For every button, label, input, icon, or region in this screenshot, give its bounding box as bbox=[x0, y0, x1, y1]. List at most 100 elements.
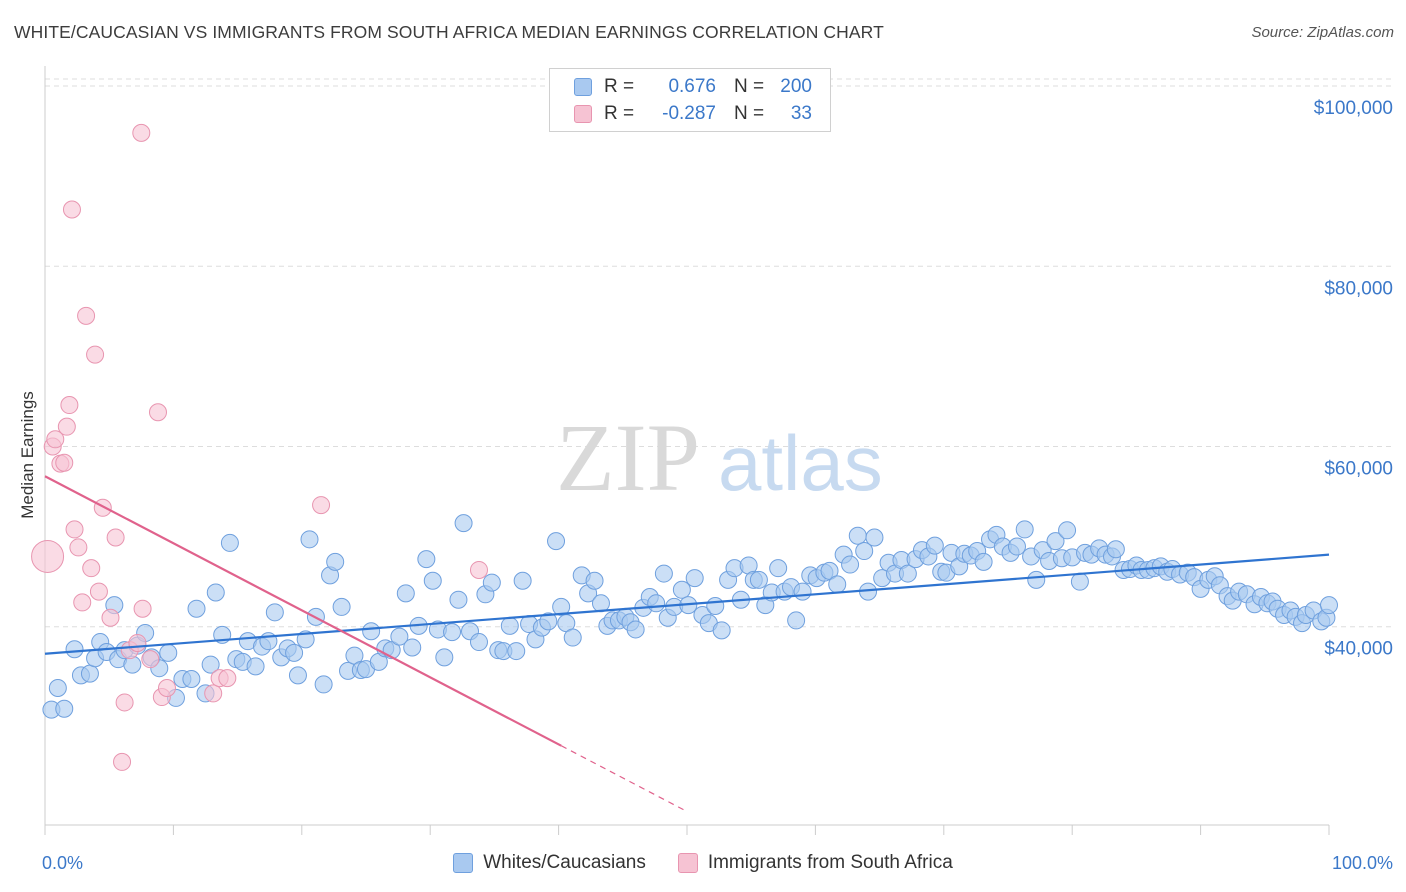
legend-label-immigrants: Immigrants from South Africa bbox=[707, 852, 953, 873]
data-point-immigrants bbox=[31, 539, 65, 573]
data-point-whites bbox=[585, 571, 604, 590]
data-point-whites bbox=[296, 630, 315, 649]
data-point-immigrants bbox=[469, 560, 488, 579]
data-point-whites bbox=[787, 611, 806, 630]
data-point-whites bbox=[1046, 532, 1065, 551]
data-point-immigrants bbox=[132, 123, 151, 142]
data-point-whites bbox=[332, 597, 351, 616]
data-point-whites bbox=[1058, 521, 1077, 540]
source-label: Source: ZipAtlas.com bbox=[1251, 24, 1394, 41]
data-point-immigrants bbox=[69, 538, 88, 557]
data-point-whites bbox=[563, 628, 582, 647]
legend-r-label: R = bbox=[604, 76, 635, 97]
data-point-whites bbox=[469, 633, 488, 652]
legend-r-label: R = bbox=[604, 103, 635, 124]
y-tick-label: $40,000 bbox=[1324, 639, 1393, 660]
data-point-immigrants bbox=[148, 403, 167, 422]
legend-item-whites: Whites/Caucasians bbox=[453, 852, 646, 874]
data-point-whites bbox=[793, 582, 812, 601]
legend-row-whites: R = 0.676 N = 200 bbox=[574, 75, 812, 99]
data-point-whites bbox=[55, 699, 74, 718]
legend-n-value: 33 bbox=[790, 103, 812, 124]
data-point-whites bbox=[403, 638, 422, 657]
grid-lines bbox=[45, 78, 1394, 628]
trend-line-immigrants-extension bbox=[560, 745, 688, 813]
data-point-whites bbox=[712, 621, 731, 640]
x-tick-label-max: 100.0% bbox=[1332, 853, 1393, 873]
y-tick-label: $80,000 bbox=[1324, 278, 1393, 299]
series-legend: Whites/Caucasians Immigrants from South … bbox=[0, 852, 1406, 874]
x-tick-label-min: 0.0% bbox=[42, 853, 83, 873]
legend-n-value: 200 bbox=[780, 76, 812, 97]
trend-line-immigrants bbox=[44, 475, 562, 747]
data-point-immigrants bbox=[82, 559, 101, 578]
legend-swatch-blue bbox=[574, 78, 592, 96]
data-point-whites bbox=[500, 616, 519, 635]
data-point-whites bbox=[1320, 596, 1338, 615]
data-point-whites bbox=[1007, 537, 1026, 556]
data-point-whites bbox=[314, 675, 333, 694]
data-point-whites bbox=[591, 594, 610, 613]
data-point-whites bbox=[449, 590, 468, 609]
data-point-whites bbox=[443, 623, 462, 642]
data-point-whites bbox=[206, 583, 225, 602]
data-point-whites bbox=[855, 542, 874, 561]
legend-r-value: -0.287 bbox=[662, 103, 716, 124]
data-point-whites bbox=[769, 559, 788, 578]
data-point-whites bbox=[898, 564, 917, 583]
data-point-whites bbox=[1015, 520, 1034, 539]
data-point-whites bbox=[417, 550, 436, 569]
data-point-immigrants bbox=[157, 679, 176, 698]
data-point-immigrants bbox=[60, 396, 79, 415]
data-point-whites bbox=[265, 603, 284, 622]
data-point-immigrants bbox=[77, 306, 96, 325]
legend-item-immigrants: Immigrants from South Africa bbox=[677, 852, 953, 874]
data-point-immigrants bbox=[57, 417, 76, 436]
trend-lines bbox=[44, 475, 1330, 813]
data-point-whites bbox=[159, 643, 178, 662]
data-point-immigrants bbox=[312, 496, 331, 515]
watermark-atlas: atlas bbox=[718, 419, 883, 507]
watermark: ZIP atlas bbox=[556, 404, 883, 511]
data-point-immigrants bbox=[62, 200, 81, 219]
data-point-immigrants bbox=[115, 693, 134, 712]
data-point-immigrants bbox=[128, 633, 147, 652]
data-point-whites bbox=[285, 643, 304, 662]
data-point-immigrants bbox=[101, 608, 120, 627]
data-point-immigrants bbox=[113, 752, 132, 771]
legend-row-immigrants: R = -0.287 N = 33 bbox=[574, 102, 812, 126]
legend-n-label: N = bbox=[734, 103, 765, 124]
data-point-whites bbox=[201, 655, 220, 674]
data-point-immigrants bbox=[204, 684, 223, 703]
correlation-legend: R = 0.676 N = 200 R = -0.287 N = 33 bbox=[549, 68, 831, 132]
data-point-whites bbox=[80, 664, 99, 683]
watermark-zip: ZIP bbox=[556, 404, 700, 511]
data-point-whites bbox=[390, 627, 409, 646]
data-point-whites bbox=[974, 552, 993, 571]
data-point-whites bbox=[1070, 572, 1089, 591]
data-point-immigrants bbox=[133, 599, 152, 618]
data-point-whites bbox=[654, 564, 673, 583]
legend-swatch-pink bbox=[677, 853, 698, 873]
data-point-immigrants bbox=[106, 528, 125, 547]
data-point-whites bbox=[647, 594, 666, 613]
data-point-immigrants bbox=[93, 498, 112, 517]
data-point-immigrants bbox=[46, 430, 65, 449]
data-point-whites bbox=[246, 657, 265, 676]
data-point-whites bbox=[513, 571, 532, 590]
legend-r-value: 0.676 bbox=[668, 76, 716, 97]
data-point-immigrants bbox=[218, 669, 237, 688]
data-point-whites bbox=[507, 642, 526, 661]
data-point-whites bbox=[288, 666, 307, 685]
data-point-whites bbox=[706, 597, 725, 616]
data-point-whites bbox=[362, 622, 381, 641]
data-point-whites bbox=[300, 530, 319, 549]
data-point-immigrants bbox=[86, 345, 105, 364]
data-point-whites bbox=[685, 569, 704, 588]
legend-label-whites: Whites/Caucasians bbox=[483, 852, 646, 873]
data-point-whites bbox=[220, 533, 239, 552]
data-point-immigrants bbox=[89, 582, 108, 601]
data-point-whites bbox=[841, 555, 860, 574]
data-point-whites bbox=[1106, 540, 1125, 559]
data-point-whites bbox=[182, 670, 201, 689]
